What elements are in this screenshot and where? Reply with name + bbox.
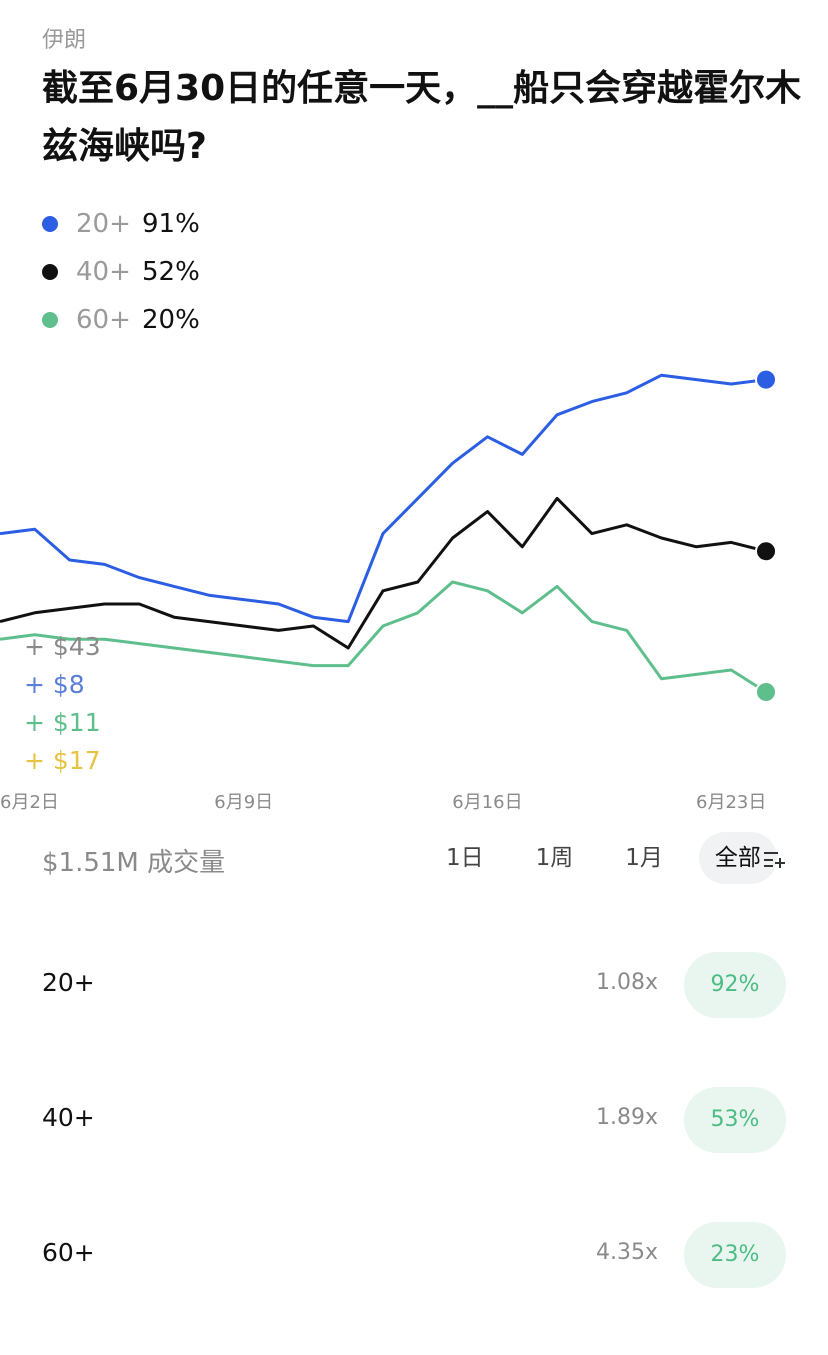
market-title: 截至6月30日的任意一天，__船只会穿越霍尔木兹海峡吗?	[42, 68, 802, 167]
outcome-row-60[interactable]: 60+ 4.35x 23%	[0, 1216, 828, 1296]
x-tick-label: 6月9日	[214, 792, 273, 813]
recent-trades: + $43 + $8 + $11 + $17	[24, 628, 101, 780]
volume-label: $1.51M 成交量	[42, 848, 226, 878]
outcome-row-40[interactable]: 40+ 1.89x 53%	[0, 1081, 828, 1161]
series-line-60	[0, 580, 767, 694]
price-history-chart[interactable]: 6月2日 6月9日 6月16日 6月23日	[0, 340, 828, 820]
time-range-tabs: 1日 1周 1月 全部	[420, 830, 787, 886]
outcome-multiplier: 1.08x	[595, 970, 658, 995]
x-tick-label: 6月16日	[452, 792, 522, 813]
buy-yes-button[interactable]: 23%	[684, 1222, 786, 1288]
chart-legend: 20+ 91% 40+ 52% 60+ 20%	[42, 200, 200, 344]
legend-name-20: 20+	[76, 209, 131, 239]
outcome-name: 60+	[42, 1238, 95, 1267]
legend-dot-60	[42, 312, 58, 328]
legend-dot-20	[42, 216, 58, 232]
outcome-row-20[interactable]: 20+ 1.08x 92%	[0, 946, 828, 1026]
outcome-multiplier: 4.35x	[595, 1240, 658, 1265]
outcome-multiplier: 1.89x	[595, 1105, 658, 1130]
series-endpoint-40	[755, 540, 777, 563]
x-tick-label: 6月2日	[0, 792, 59, 813]
tab-1m[interactable]: 1月	[625, 845, 663, 871]
legend-item-60: 60+ 20%	[42, 296, 200, 344]
trade-label-2: + $8	[24, 670, 85, 699]
legend-name-60: 60+	[76, 305, 131, 335]
buy-yes-button[interactable]: 53%	[684, 1087, 786, 1153]
legend-item-20: 20+ 91%	[42, 200, 200, 248]
trade-label-3: + $11	[24, 708, 101, 737]
series-line-40	[0, 496, 767, 650]
time-range-bar: $1.51M 成交量 1日 1周 1月 全部	[0, 830, 828, 886]
outcome-name: 20+	[42, 968, 95, 997]
tab-1d[interactable]: 1日	[446, 845, 484, 871]
category-label[interactable]: 伊朗	[42, 28, 87, 53]
tab-1w[interactable]: 1周	[535, 845, 574, 871]
sliders-icon[interactable]	[762, 846, 786, 870]
legend-item-40: 40+ 52%	[42, 248, 200, 296]
outcome-name: 40+	[42, 1103, 95, 1132]
legend-value-60: 20%	[142, 305, 200, 335]
trade-label-4: + $17	[24, 746, 101, 775]
x-tick-label: 6月23日	[696, 792, 766, 813]
buy-yes-button[interactable]: 92%	[684, 952, 786, 1018]
series-line-20	[0, 373, 767, 624]
legend-name-40: 40+	[76, 257, 131, 287]
series-endpoint-60	[755, 681, 777, 703]
tab-all[interactable]: 全部	[698, 832, 777, 884]
trade-label-1: + $43	[24, 632, 101, 661]
legend-dot-40	[42, 264, 58, 280]
legend-value-40: 52%	[142, 257, 200, 287]
series-endpoint-20	[755, 368, 777, 391]
legend-value-20: 91%	[142, 209, 200, 239]
